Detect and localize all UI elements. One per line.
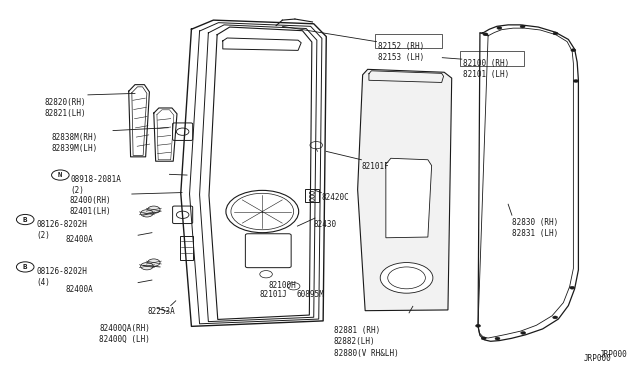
Text: 82400(RH)
82401(LH): 82400(RH) 82401(LH) [69,196,111,216]
Text: 82430: 82430 [314,219,337,228]
Text: 82400QA(RH)
82400Q (LH): 82400QA(RH) 82400Q (LH) [99,324,150,344]
Text: 82253A: 82253A [148,307,175,316]
Circle shape [497,26,502,29]
Text: 08126-8202H
(4): 08126-8202H (4) [36,267,88,287]
Text: 82838M(RH)
82839M(LH): 82838M(RH) 82839M(LH) [52,133,98,153]
Text: 08126-8202H
(2): 08126-8202H (2) [36,219,88,240]
Circle shape [573,80,579,83]
Text: B: B [23,217,28,222]
Bar [305,189,319,202]
Text: B: B [23,264,28,270]
Polygon shape [386,158,431,238]
Text: 60895M: 60895M [296,290,324,299]
FancyBboxPatch shape [375,33,442,48]
Text: 82400A: 82400A [65,285,93,294]
Text: 82152 (RH)
82153 (LH): 82152 (RH) 82153 (LH) [378,42,424,62]
Circle shape [380,263,433,293]
Text: 08918-2081A
(2): 08918-2081A (2) [70,175,121,195]
Text: 82420C: 82420C [321,193,349,202]
Text: 82400A: 82400A [65,235,93,244]
Text: 82881 (RH)
82882(LH)
82880(V RH&LH): 82881 (RH) 82882(LH) 82880(V RH&LH) [334,326,399,357]
Circle shape [553,32,558,35]
Text: 82100H: 82100H [269,281,296,290]
Circle shape [520,25,525,28]
Circle shape [571,49,576,52]
Polygon shape [358,69,452,311]
Circle shape [148,259,160,266]
Text: N: N [58,172,63,178]
Circle shape [570,286,575,289]
Text: 82100 (RH)
82101 (LH): 82100 (RH) 82101 (LH) [463,59,509,79]
Text: 82820(RH)
82821(LH): 82820(RH) 82821(LH) [44,98,86,118]
Circle shape [495,337,500,340]
Circle shape [553,316,557,319]
Circle shape [481,337,486,340]
Circle shape [521,331,525,334]
Circle shape [148,206,160,214]
Text: JRP000: JRP000 [600,350,627,359]
Text: 82830 (RH)
82831 (LH): 82830 (RH) 82831 (LH) [512,218,558,238]
Circle shape [476,324,481,327]
Circle shape [141,263,153,270]
Circle shape [141,210,153,217]
Text: 82101J: 82101J [260,290,287,299]
Text: JRP000: JRP000 [584,355,611,363]
Text: 82101F: 82101F [362,162,389,171]
Circle shape [483,33,488,36]
FancyBboxPatch shape [461,51,524,66]
